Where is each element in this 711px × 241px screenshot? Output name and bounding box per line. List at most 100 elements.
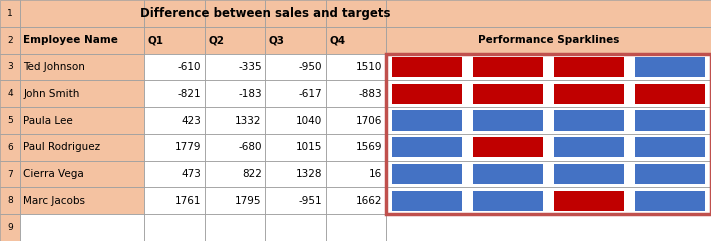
Text: 7: 7 <box>7 170 13 179</box>
Bar <box>555 57 624 77</box>
Bar <box>205 54 265 80</box>
Bar <box>20 187 144 214</box>
Bar <box>20 187 144 214</box>
Text: 8: 8 <box>7 196 13 205</box>
Bar <box>205 134 265 161</box>
Bar <box>144 134 386 161</box>
Text: Ted Johnson: Ted Johnson <box>23 62 85 72</box>
Bar <box>326 107 386 134</box>
Bar <box>326 134 386 161</box>
Bar <box>144 0 386 27</box>
Text: 1795: 1795 <box>235 196 262 206</box>
Text: 1569: 1569 <box>356 142 383 152</box>
Bar <box>205 0 265 27</box>
Bar <box>0 187 20 214</box>
Bar <box>326 187 386 214</box>
Bar <box>144 80 205 107</box>
Bar <box>386 161 711 187</box>
Bar <box>555 84 624 104</box>
Text: Performance Sparklines: Performance Sparklines <box>478 35 619 45</box>
Bar <box>555 164 624 184</box>
Text: 6: 6 <box>7 143 13 152</box>
Bar <box>386 214 711 241</box>
Bar <box>636 84 705 104</box>
Bar <box>0 0 20 27</box>
Text: 1040: 1040 <box>296 115 322 126</box>
Bar <box>326 80 386 107</box>
Bar <box>473 57 543 77</box>
Bar <box>205 80 265 107</box>
Bar <box>0 214 20 241</box>
Text: Cierra Vega: Cierra Vega <box>23 169 84 179</box>
Text: 1779: 1779 <box>175 142 201 152</box>
Bar <box>555 191 624 211</box>
Bar <box>144 80 386 107</box>
Bar <box>205 107 265 134</box>
Text: -335: -335 <box>238 62 262 72</box>
Bar <box>0 0 20 27</box>
Bar <box>20 27 144 54</box>
Bar <box>473 164 543 184</box>
Bar <box>386 54 711 214</box>
Bar <box>386 187 711 214</box>
Bar <box>205 161 265 187</box>
Bar <box>326 0 386 27</box>
Bar <box>144 27 205 54</box>
Text: 1706: 1706 <box>356 115 383 126</box>
Bar <box>392 110 461 131</box>
Bar <box>265 134 326 161</box>
Bar <box>386 80 711 107</box>
Bar <box>386 54 711 80</box>
Text: Paul Rodriguez: Paul Rodriguez <box>23 142 100 152</box>
Text: 1: 1 <box>7 9 13 18</box>
Bar <box>144 134 205 161</box>
Text: Marc Jacobs: Marc Jacobs <box>23 196 85 206</box>
Bar <box>20 214 711 241</box>
Text: 1662: 1662 <box>356 196 383 206</box>
Bar <box>326 27 386 54</box>
Text: 16: 16 <box>369 169 383 179</box>
Bar <box>0 214 20 241</box>
Bar <box>144 214 205 241</box>
Text: 1332: 1332 <box>235 115 262 126</box>
Bar <box>20 214 144 241</box>
Bar <box>265 214 326 241</box>
Bar <box>205 214 265 241</box>
Bar <box>386 187 711 214</box>
Bar <box>636 191 705 211</box>
Bar <box>386 107 711 134</box>
Bar <box>265 80 326 107</box>
Bar <box>386 134 711 161</box>
Text: Q4: Q4 <box>329 35 346 45</box>
Text: -951: -951 <box>299 196 322 206</box>
Text: -183: -183 <box>238 89 262 99</box>
Bar <box>20 80 144 107</box>
Bar <box>0 134 20 161</box>
Bar <box>144 187 205 214</box>
Bar <box>0 54 20 80</box>
Bar <box>205 27 265 54</box>
Bar <box>0 27 711 54</box>
Bar <box>0 134 20 161</box>
Text: -680: -680 <box>238 142 262 152</box>
Bar <box>555 137 624 157</box>
Bar <box>392 164 461 184</box>
Bar <box>20 134 144 161</box>
Text: -617: -617 <box>299 89 322 99</box>
Bar <box>20 107 144 134</box>
Text: 473: 473 <box>181 169 201 179</box>
Bar <box>0 80 20 107</box>
Bar <box>386 161 711 187</box>
Bar <box>20 134 144 161</box>
Text: Q3: Q3 <box>269 35 285 45</box>
Text: John Smith: John Smith <box>23 89 80 99</box>
Bar <box>265 0 326 27</box>
Text: Difference between sales and targets: Difference between sales and targets <box>140 7 390 20</box>
Text: 1510: 1510 <box>356 62 383 72</box>
Bar <box>0 80 20 107</box>
Bar <box>386 0 711 27</box>
Bar <box>0 161 20 187</box>
Bar <box>0 187 20 214</box>
Bar <box>20 107 144 134</box>
Bar <box>205 187 265 214</box>
